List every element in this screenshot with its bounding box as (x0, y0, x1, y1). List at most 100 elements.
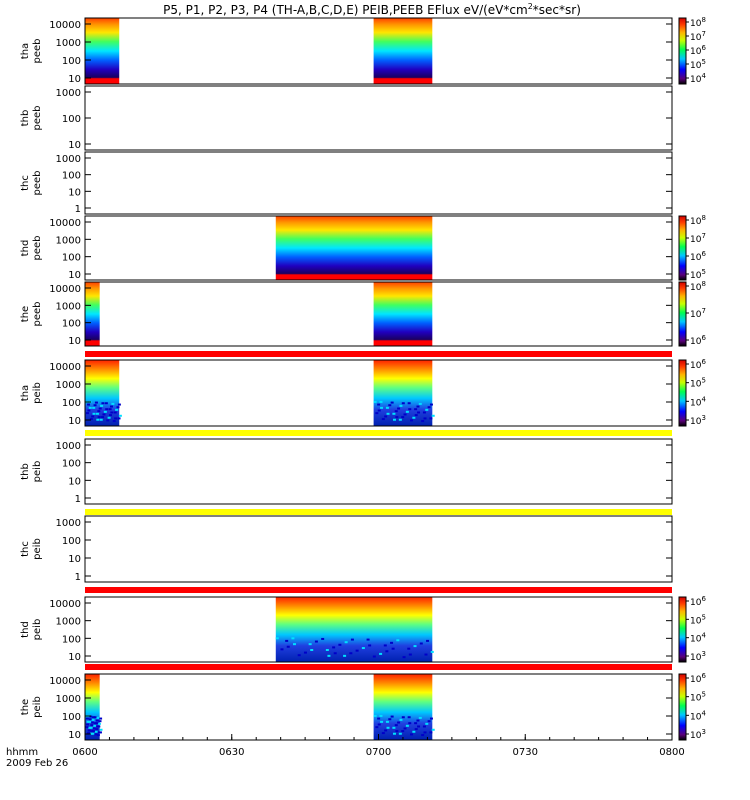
colorbar (678, 281, 687, 347)
y-tick-label: 100 (62, 114, 81, 125)
spectrogram-block (275, 597, 433, 662)
spectrogram-block (373, 282, 433, 346)
y-tick-label: 10 (68, 730, 81, 741)
spectrogram-speckle (303, 651, 307, 654)
gap-band-red (85, 664, 672, 670)
panel-product-label: peib (32, 461, 43, 483)
y-tick-label: 10 (68, 187, 81, 198)
panel-frame (84, 85, 673, 151)
spectrogram-speckle (113, 411, 117, 414)
spectrogram-speckle (111, 402, 115, 405)
spectrogram-speckle (392, 726, 396, 729)
colorbar-tick-label: 104 (690, 395, 706, 408)
spectrogram-speckle (350, 638, 354, 641)
spectrogram-speckle (87, 732, 91, 735)
x-tick-label: 0700 (366, 747, 391, 758)
spectrogram-speckle (405, 410, 409, 413)
spectrogram-speckle (395, 416, 399, 419)
spectrogram-block (373, 674, 433, 740)
spectrogram-speckle (343, 654, 347, 657)
y-tick-label: 1000 (56, 88, 81, 99)
panel-product-label: peeb (32, 236, 43, 261)
spectrogram-speckle (416, 405, 420, 408)
spectrogram-speckle (94, 401, 98, 404)
spectrogram-speckle (118, 414, 122, 417)
gap-band-red (85, 587, 672, 593)
spectrogram-speckle (333, 652, 337, 655)
spectrogram-speckle (101, 402, 105, 405)
panel-product-label: peeb (32, 106, 43, 131)
spectrogram-speckle (285, 639, 289, 642)
spectrogram-speckle (401, 402, 405, 405)
spectrogram-speckle (99, 717, 103, 720)
x-tick-label: 0730 (513, 747, 538, 758)
spectrogram-speckle (423, 731, 427, 734)
spectrogram-speckle (414, 728, 418, 731)
spectrogram-speckle (310, 649, 314, 651)
spectrogram-speckle (96, 734, 100, 737)
spectrogram-speckle (291, 637, 295, 640)
spectrogram-speckle (429, 731, 433, 734)
gap-band-yellow (85, 509, 672, 515)
spectrogram-speckle (377, 403, 381, 406)
spectrogram-speckle (101, 416, 105, 419)
spectrogram-speckle (380, 406, 384, 409)
colorbar-tick-label: 104 (690, 709, 706, 722)
colorbar-tick-label: 103 (690, 728, 706, 741)
spectrogram-speckle (424, 653, 428, 656)
spectrogram-speckle (384, 415, 388, 418)
spectrogram-speckle (377, 723, 381, 726)
panel-probe-label: thc (20, 541, 31, 557)
spectrogram-speckle (106, 419, 110, 422)
y-tick-label: 10 (68, 74, 81, 85)
panel-thd-peeb: thd peeb 10 100 1000 10000 108 107 106 105 (20, 214, 706, 281)
spectrogram-speckle (95, 719, 99, 722)
spectrogram-speckle (325, 649, 329, 651)
spectrogram-speckle (92, 406, 96, 409)
spectrogram-speckle (361, 647, 365, 650)
spectrogram-speckle (97, 722, 101, 725)
colorbar-tick-label: 103 (690, 650, 706, 663)
spectrogram-speckle (97, 416, 101, 419)
spectrogram-speckle (388, 404, 392, 407)
spectrogram-speckle (408, 653, 412, 656)
spectrogram-speckle (403, 727, 407, 730)
panel-thc-peib: thc peib 1 10 100 1000 (20, 515, 673, 593)
figure-title: P5, P1, P2, P3, P4 (TH-A,B,C,D,E) PEIB,P… (163, 2, 581, 17)
panel-probe-label: thc (20, 175, 31, 191)
colorbar-tick-label: 105 (690, 691, 706, 704)
y-tick-label: 1000 (56, 235, 81, 246)
spectrogram-speckle (93, 716, 97, 719)
spectrogram-speckle (372, 655, 376, 658)
spectrogram-speckle (401, 716, 405, 719)
y-tick-label: 1000 (56, 617, 81, 628)
spectrogram-speckle (392, 418, 396, 421)
spectrogram-speckle (427, 406, 431, 409)
panel-product-label: peeb (32, 171, 43, 196)
spectrogram-speckle (399, 718, 403, 721)
spectrogram-speckle (394, 410, 398, 413)
spectrogram-speckle (383, 644, 387, 647)
spectrogram-speckle (91, 730, 95, 733)
panel-probe-label: thb (20, 463, 31, 480)
y-tick-label: 100 (62, 536, 81, 547)
spectrogram-speckle (86, 723, 90, 726)
panel-product-label: peeb (32, 39, 43, 64)
y-tick-label: 10 (68, 554, 81, 565)
spectrogram-speckle (95, 722, 99, 725)
spectrogram-speckle (368, 644, 372, 647)
spectrogram-speckle (96, 716, 100, 719)
spectrogram-speckle (379, 400, 383, 403)
spectrogram-speckle (394, 724, 398, 727)
y-tick-label: 10000 (49, 599, 81, 610)
spectrogram-speckle (116, 406, 120, 409)
spectrogram-speckle (429, 403, 433, 406)
colorbar-tick-label: 106 (690, 595, 706, 608)
panel-frame (84, 151, 673, 215)
spectrogram-speckle (87, 403, 91, 406)
spectrogram-speckle (379, 714, 383, 717)
spectrogram-speckle (89, 418, 93, 421)
spectrogram-speckle (375, 726, 379, 729)
spectrogram-speckle (414, 414, 418, 417)
y-tick-label: 1000 (56, 380, 81, 391)
